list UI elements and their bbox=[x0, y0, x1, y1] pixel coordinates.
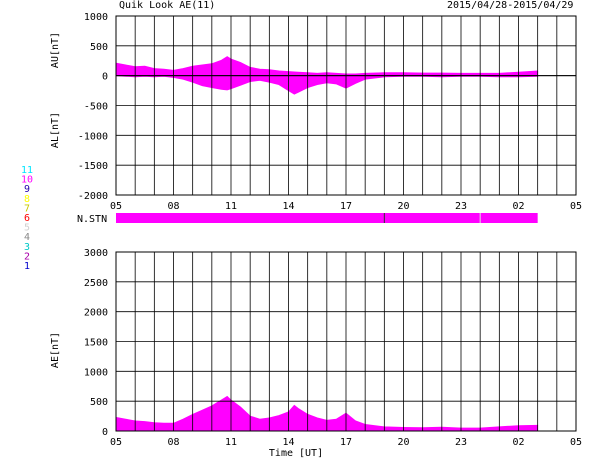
au-al-ytick-label: -2000 bbox=[78, 191, 108, 202]
station-legend-label: 6 bbox=[24, 213, 30, 224]
au-al-ytick-label: 0 bbox=[102, 72, 108, 83]
ae-xtick-label: 20 bbox=[397, 437, 409, 448]
ae-xtick-label: 05 bbox=[110, 437, 122, 448]
ae-ytick-label: 2000 bbox=[84, 308, 108, 319]
ae-ytick-label: 3000 bbox=[84, 248, 108, 259]
ae-axis-label: AE[nT] bbox=[50, 332, 61, 368]
station-legend-label: 8 bbox=[24, 194, 30, 205]
ae-ytick-label: 1500 bbox=[84, 338, 108, 349]
ae-frame bbox=[115, 251, 577, 432]
station-legend-label: 3 bbox=[24, 242, 30, 253]
station-legend-label: 4 bbox=[24, 232, 30, 243]
ae-xtick-label: 02 bbox=[512, 437, 524, 448]
station-strip-segment bbox=[116, 213, 538, 223]
au-al-ytick-label: 500 bbox=[90, 42, 108, 53]
station-legend-label: 7 bbox=[24, 203, 30, 214]
au-al-xtick-label: 05 bbox=[570, 201, 582, 212]
au-al-series-al bbox=[115, 75, 539, 95]
au-al-frame bbox=[115, 15, 577, 196]
station-legend-label: 9 bbox=[24, 184, 30, 195]
ae-xtick-label: 08 bbox=[167, 437, 179, 448]
ae-ytick-label: 0 bbox=[102, 427, 108, 438]
ae-xtick-label: 05 bbox=[570, 437, 582, 448]
au-al-ytick-label: -500 bbox=[84, 102, 108, 113]
ae-x-axis-label: Time [UT] bbox=[269, 448, 323, 459]
station-legend-label: 1 bbox=[24, 261, 30, 272]
ae-ytick-label: 1000 bbox=[84, 367, 108, 378]
au-al-xtick-label: 02 bbox=[512, 201, 524, 212]
au-al-xtick-label: 20 bbox=[397, 201, 409, 212]
figure-date-range: 2015/04/28-2015/04/29 bbox=[447, 0, 574, 11]
station-legend-label: 11 bbox=[21, 165, 33, 176]
au-al-xtick-label: 11 bbox=[225, 201, 237, 212]
au-al-ytick-label: 1000 bbox=[84, 12, 108, 23]
au-al-xtick-label: 05 bbox=[110, 201, 122, 212]
station-legend-label: 10 bbox=[21, 175, 33, 186]
au-axis-label: AU[nT] bbox=[50, 32, 61, 68]
ae-xtick-label: 17 bbox=[340, 437, 352, 448]
au-al-series-au bbox=[115, 56, 539, 77]
au-al-xtick-label: 14 bbox=[282, 201, 294, 212]
station-strip-label: N.STN bbox=[77, 214, 107, 225]
au-al-xtick-label: 08 bbox=[167, 201, 179, 212]
station-legend-label: 5 bbox=[24, 223, 30, 234]
au-al-xtick-label: 17 bbox=[340, 201, 352, 212]
ae-ytick-label: 500 bbox=[90, 397, 108, 408]
station-legend-label: 2 bbox=[24, 251, 30, 262]
ae-xtick-label: 14 bbox=[282, 437, 294, 448]
ae-ytick-label: 2500 bbox=[84, 278, 108, 289]
au-al-ytick-label: -1000 bbox=[78, 131, 108, 142]
figure-title: Quik Look AE(11) bbox=[119, 0, 216, 11]
ae-xtick-label: 11 bbox=[225, 437, 237, 448]
au-al-xtick-label: 23 bbox=[455, 201, 467, 212]
al-axis-label: AL[nT] bbox=[50, 112, 61, 148]
au-al-ytick-label: -1500 bbox=[78, 161, 108, 172]
ae-xtick-label: 23 bbox=[455, 437, 467, 448]
